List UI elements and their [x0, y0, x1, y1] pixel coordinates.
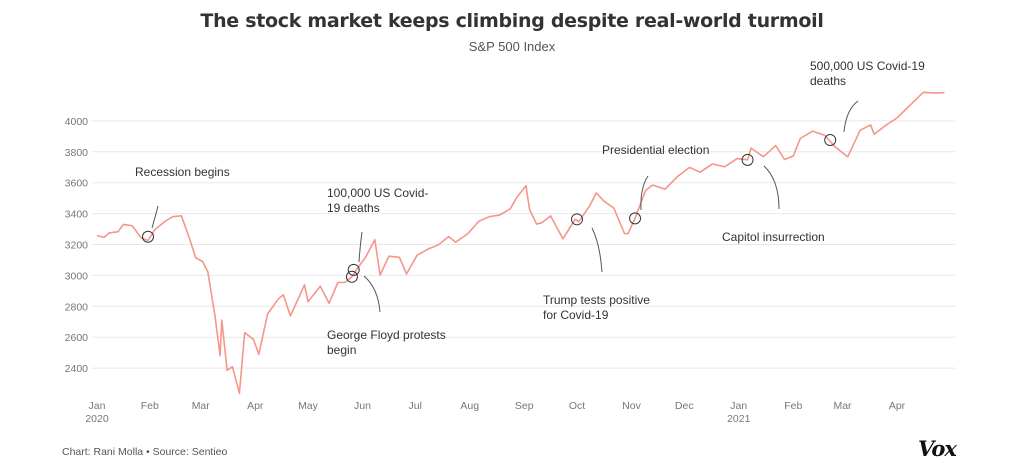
annotation: Capitol insurrection [722, 153, 825, 244]
gridlines [92, 120, 955, 369]
annotation-marker [629, 212, 642, 225]
annotation-label: 100,000 US Covid- [327, 186, 428, 200]
y-tick-label: 2400 [65, 363, 89, 375]
annotation-arrow [363, 275, 381, 313]
chart-title: The stock market keeps climbing despite … [200, 10, 824, 32]
annotation-arrow [843, 100, 859, 133]
annotation-label: Recession begins [135, 165, 230, 179]
x-tick-label: Sep [515, 400, 534, 412]
annotation-marker [571, 213, 584, 226]
x-tick-year: 2020 [85, 413, 109, 425]
x-tick-label: Jan [730, 400, 747, 412]
annotation-marker [824, 134, 837, 147]
y-tick-label: 2600 [65, 332, 89, 344]
annotation-label: Capitol insurrection [722, 230, 825, 244]
y-tick-label: 3600 [65, 178, 89, 190]
annotation-label: for Covid-19 [543, 308, 609, 322]
source-credit: Chart: Rani Molla • Source: Sentieo [62, 446, 228, 458]
x-tick-label: Oct [569, 400, 585, 412]
x-tick-label: May [298, 400, 319, 412]
annotation-marker [741, 153, 754, 166]
annotation: Recession begins [135, 165, 230, 243]
annotation: Presidential election [602, 143, 709, 225]
x-tick-label: Feb [141, 400, 159, 412]
x-tick-label: Nov [622, 400, 641, 412]
annotation-arrow [763, 165, 780, 210]
x-tick-label: Apr [247, 400, 264, 412]
annotation-marker [345, 270, 358, 283]
x-tick-label: Jul [409, 400, 422, 412]
x-tick-label: Mar [192, 400, 211, 412]
x-tick-label: Aug [460, 400, 479, 412]
y-tick-label: 3200 [65, 240, 89, 252]
y-tick-labels: 2400 2600 2800 3000 3200 3400 3600 3800 4000 [65, 116, 89, 375]
y-tick-label: 2800 [65, 301, 89, 313]
annotation-arrow [591, 227, 603, 273]
annotation-marker [347, 263, 360, 276]
series-layer [96, 91, 945, 395]
vox-logo: Vox [918, 436, 957, 461]
annotation-label: 500,000 US Covid-19 [810, 59, 925, 73]
annotation-label: George Floyd protests [327, 328, 446, 342]
annotation: 100,000 US Covid-19 deaths [327, 186, 428, 276]
annotations-layer: Recession begins 100,000 US Covid-19 deat… [135, 59, 925, 357]
annotation-marker [141, 230, 154, 243]
chart-subtitle: S&P 500 Index [468, 39, 556, 54]
y-tick-label: 3400 [65, 209, 89, 221]
annotation-arrow [358, 231, 363, 263]
x-tick-label: Jun [354, 400, 371, 412]
x-tick-label: Jan [89, 400, 106, 412]
annotation-arrow [151, 205, 159, 229]
annotation-label: Trump tests positive [543, 293, 650, 307]
x-tick-label: Feb [784, 400, 802, 412]
annotation-arrow [640, 175, 649, 211]
x-tick-label: Mar [833, 400, 852, 412]
series-line [96, 91, 945, 395]
annotation-label: 19 deaths [327, 201, 380, 215]
annotation-label: begin [327, 343, 356, 357]
y-tick-label: 3800 [65, 147, 89, 159]
annotation-label: deaths [810, 74, 846, 88]
y-tick-label: 3000 [65, 270, 89, 282]
x-tick-label: Apr [889, 400, 906, 412]
x-tick-label: Dec [675, 400, 694, 412]
x-tick-year: 2021 [727, 413, 751, 425]
y-tick-label: 4000 [65, 116, 89, 128]
annotation-label: Presidential election [602, 143, 709, 157]
